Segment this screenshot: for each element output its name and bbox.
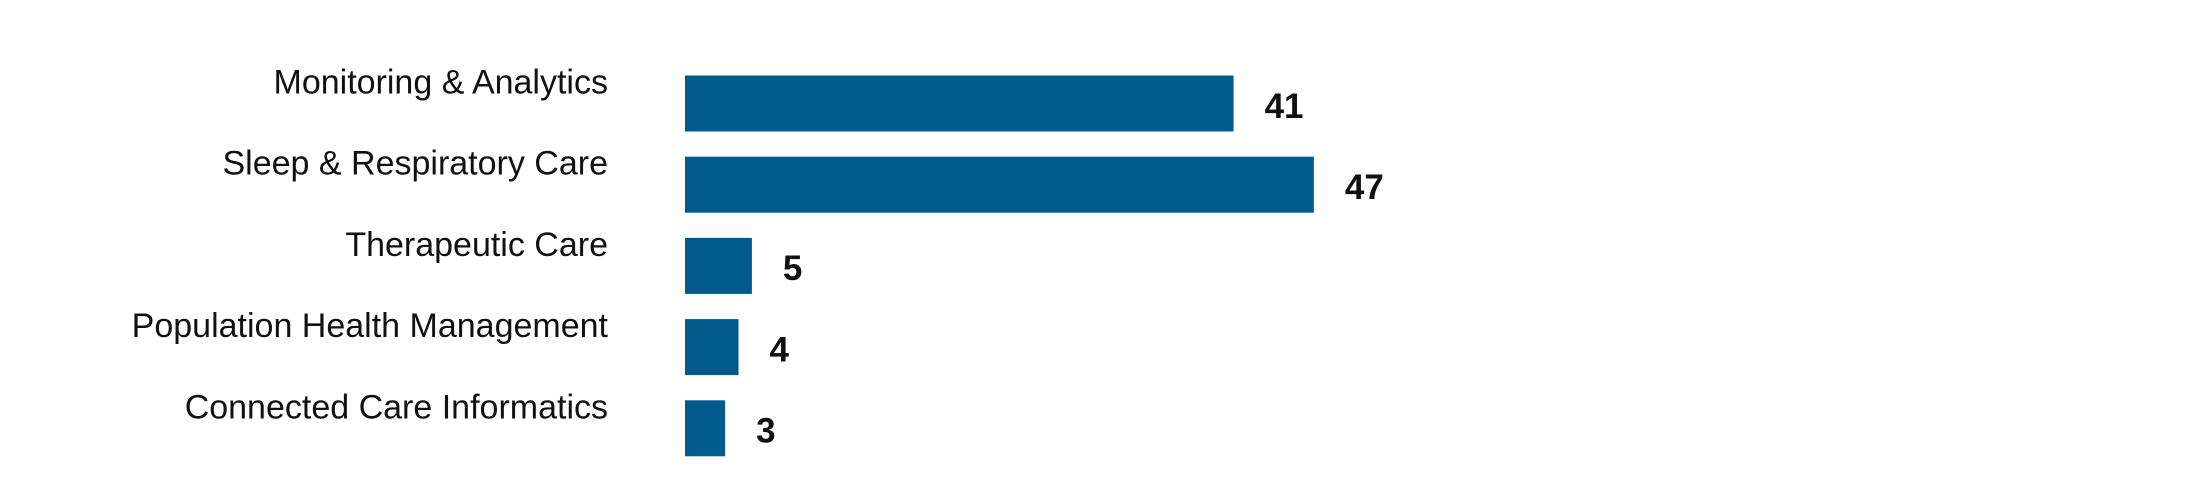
bar (685, 319, 739, 376)
bar (685, 75, 1234, 132)
value-label: 3 (756, 412, 775, 451)
category-label: Population Health Management (132, 307, 609, 345)
category-label: Sleep & Respiratory Care (222, 145, 608, 183)
bar (685, 237, 752, 294)
value-label: 5 (783, 249, 802, 288)
category-label: Connected Care Informatics (185, 388, 608, 426)
value-label: 47 (1345, 168, 1384, 207)
value-label: 4 (770, 330, 790, 369)
bar (685, 400, 726, 457)
bar (685, 156, 1314, 213)
category-label: Monitoring & Analytics (274, 63, 609, 101)
category-label: Therapeutic Care (345, 226, 608, 264)
value-label: 41 (1265, 87, 1304, 126)
